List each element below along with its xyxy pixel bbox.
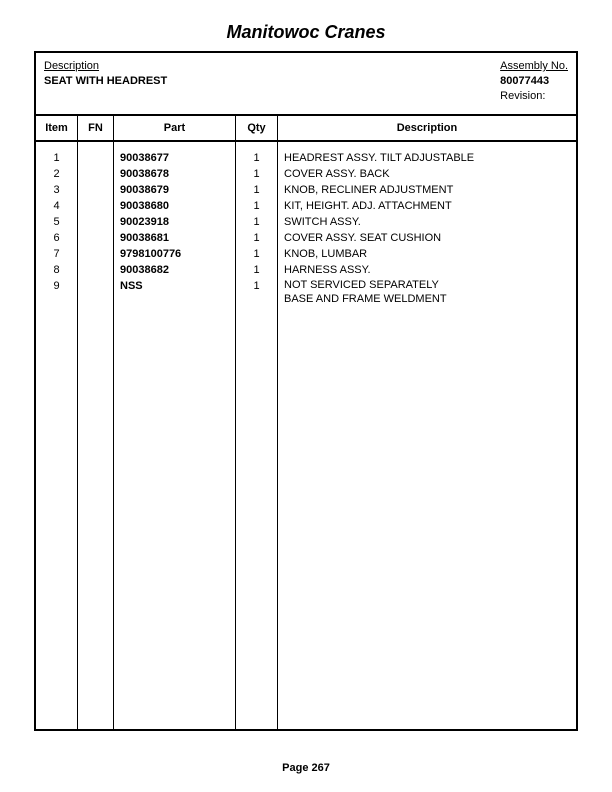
- cell-desc: NOT SERVICED SEPARATELY BASE AND FRAME W…: [284, 278, 576, 308]
- cell-desc: KNOB, RECLINER ADJUSTMENT: [284, 182, 576, 198]
- col-header-item: Item: [36, 116, 78, 140]
- cell-item: 3: [36, 182, 77, 198]
- cell-desc: HEADREST ASSY. TILT ADJUSTABLE: [284, 150, 576, 166]
- header-left: Description SEAT WITH HEADREST: [44, 59, 167, 104]
- col-body-desc: HEADREST ASSY. TILT ADJUSTABLECOVER ASSY…: [278, 142, 576, 729]
- cell-item: 6: [36, 230, 77, 246]
- cell-desc: SWITCH ASSY.: [284, 214, 576, 230]
- cell-item: 1: [36, 150, 77, 166]
- cell-part: 90038677: [120, 150, 235, 166]
- cell-desc: COVER ASSY. SEAT CUSHION: [284, 230, 576, 246]
- col-body-item: 123456789: [36, 142, 78, 729]
- cell-qty: 1: [236, 182, 277, 198]
- cell-item: 7: [36, 246, 77, 262]
- cell-part: 90038680: [120, 198, 235, 214]
- description-label: Description: [44, 59, 167, 74]
- cell-part: 90038679: [120, 182, 235, 198]
- cell-fn: [78, 278, 113, 308]
- col-header-part: Part: [114, 116, 236, 140]
- cell-part: 90038678: [120, 166, 235, 182]
- document-frame: Description SEAT WITH HEADREST Assembly …: [34, 51, 578, 731]
- table-header: Item FN Part Qty Description: [36, 116, 576, 142]
- cell-qty: 1: [236, 198, 277, 214]
- assembly-value: 80077443: [500, 74, 568, 89]
- cell-qty: 1: [236, 262, 277, 278]
- cell-item: 2: [36, 166, 77, 182]
- cell-desc: HARNESS ASSY.: [284, 262, 576, 278]
- cell-desc: COVER ASSY. BACK: [284, 166, 576, 182]
- cell-item: 5: [36, 214, 77, 230]
- header-block: Description SEAT WITH HEADREST Assembly …: [36, 53, 576, 114]
- header-right: Assembly No. 80077443 Revision:: [500, 59, 568, 104]
- cell-fn: [78, 230, 113, 246]
- cell-qty: 1: [236, 150, 277, 166]
- table-body: 123456789 900386779003867890038679900386…: [36, 142, 576, 729]
- revision-label: Revision:: [500, 89, 568, 104]
- col-header-desc: Description: [278, 116, 576, 140]
- cell-desc: KNOB, LUMBAR: [284, 246, 576, 262]
- cell-fn: [78, 214, 113, 230]
- cell-fn: [78, 246, 113, 262]
- col-header-qty: Qty: [236, 116, 278, 140]
- cell-item: 9: [36, 278, 77, 308]
- cell-qty: 1: [236, 278, 277, 308]
- cell-fn: [78, 198, 113, 214]
- col-body-qty: 111111111: [236, 142, 278, 729]
- cell-part: 90038682: [120, 262, 235, 278]
- cell-part: NSS: [120, 278, 235, 308]
- cell-item: 4: [36, 198, 77, 214]
- cell-part: 9798100776: [120, 246, 235, 262]
- cell-fn: [78, 166, 113, 182]
- assembly-label: Assembly No.: [500, 59, 568, 74]
- cell-qty: 1: [236, 214, 277, 230]
- parts-table: Item FN Part Qty Description 123456789 9…: [36, 114, 576, 729]
- cell-part: 90023918: [120, 214, 235, 230]
- cell-fn: [78, 150, 113, 166]
- cell-qty: 1: [236, 230, 277, 246]
- cell-qty: 1: [236, 246, 277, 262]
- cell-qty: 1: [236, 166, 277, 182]
- cell-desc: KIT, HEIGHT. ADJ. ATTACHMENT: [284, 198, 576, 214]
- page-footer: Page 267: [0, 762, 612, 774]
- col-header-fn: FN: [78, 116, 114, 140]
- col-body-fn: [78, 142, 114, 729]
- page-title: Manitowoc Cranes: [0, 0, 612, 51]
- cell-item: 8: [36, 262, 77, 278]
- description-value: SEAT WITH HEADREST: [44, 74, 167, 89]
- cell-fn: [78, 262, 113, 278]
- col-body-part: 9003867790038678900386799003868090023918…: [114, 142, 236, 729]
- cell-fn: [78, 182, 113, 198]
- cell-part: 90038681: [120, 230, 235, 246]
